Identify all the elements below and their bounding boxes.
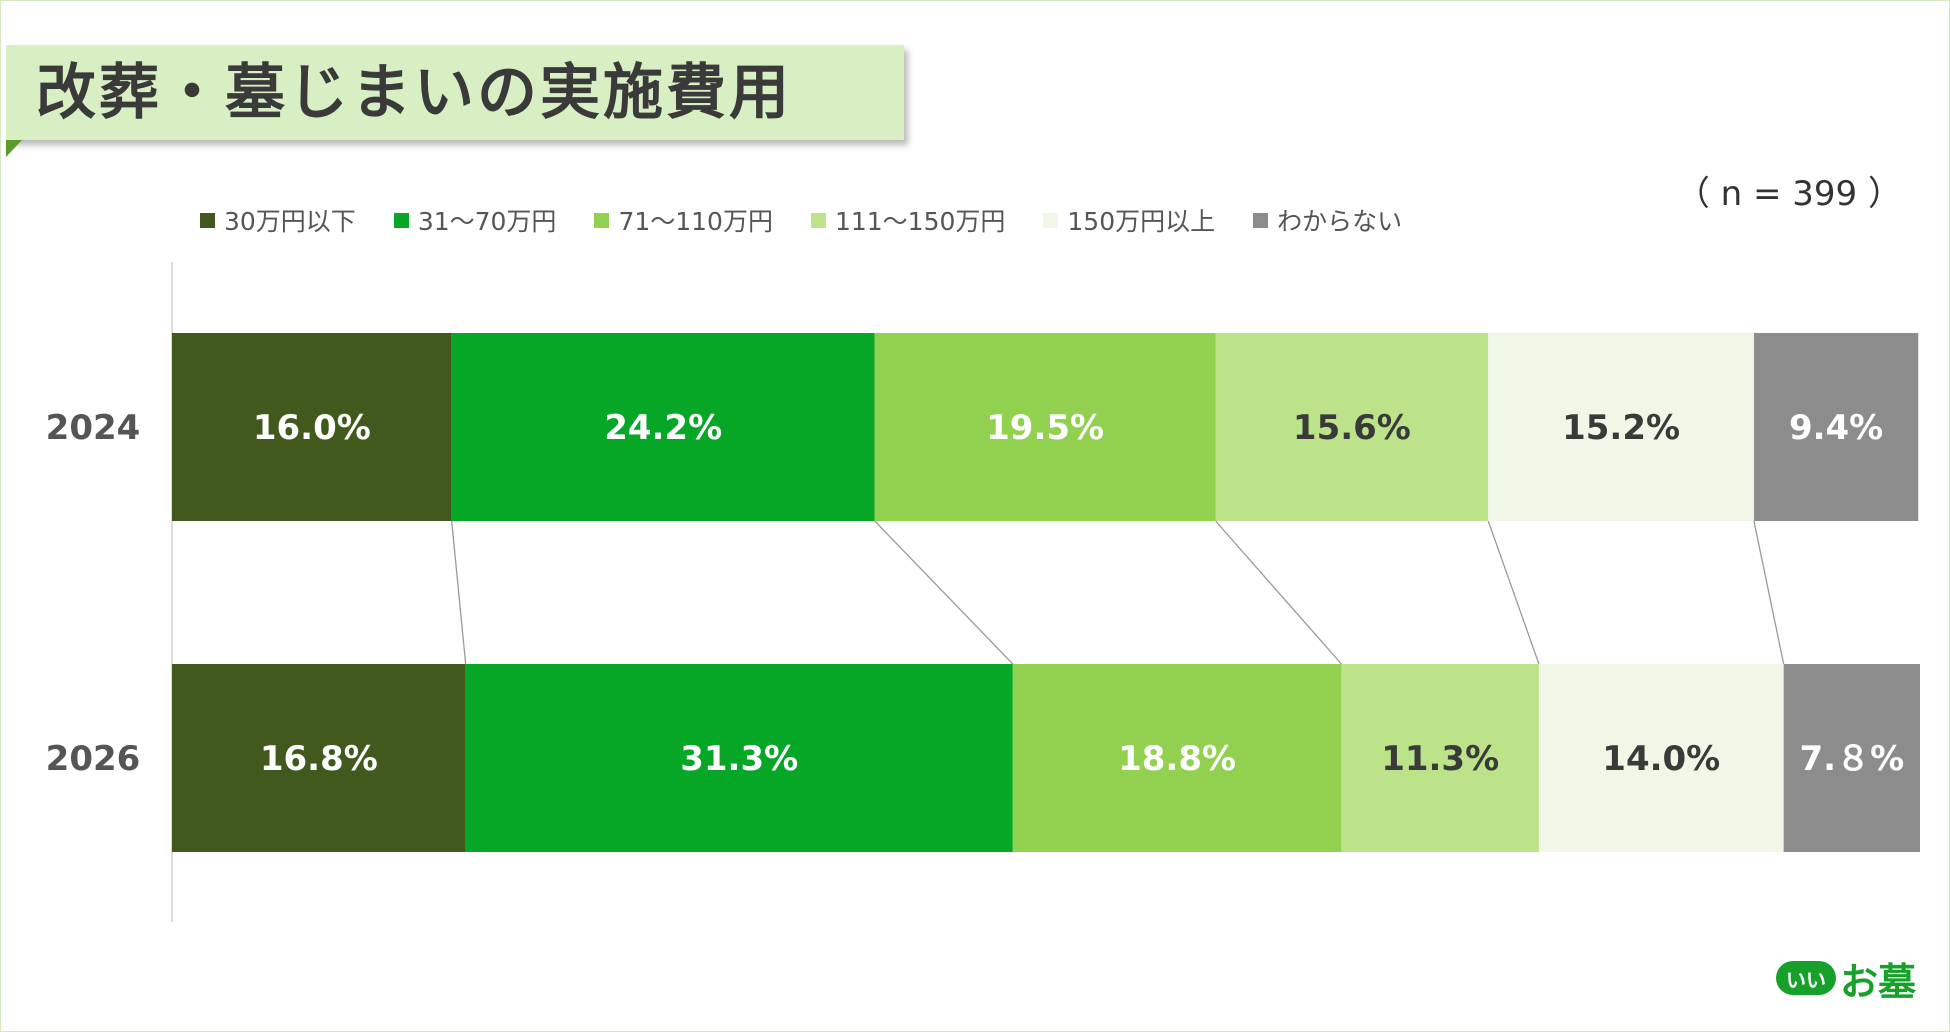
legend-swatch [594, 212, 610, 228]
series-connector-line [1215, 520, 1342, 665]
data-label: 7.８% [1800, 739, 1905, 779]
page-title: 改葬・墓じまいの実施費用 [36, 58, 792, 128]
bar-segment [465, 664, 1013, 852]
legend-swatch [1043, 212, 1059, 228]
title-banner: 改葬・墓じまいの実施費用 [6, 45, 904, 140]
series-connector-line [874, 520, 1014, 665]
legend-label: 71～110万円 [618, 207, 773, 236]
brand-logo: いい お墓 [1775, 953, 1916, 1004]
data-label: 19.5% [986, 408, 1104, 448]
legend-item: 111～150万円 [810, 202, 1006, 238]
data-label: 24.2% [604, 408, 722, 448]
data-label: 16.0% [253, 408, 371, 448]
data-label: 11.3% [1381, 739, 1499, 779]
legend-label: 30万円以下 [224, 207, 356, 236]
series-connector-line [1487, 520, 1540, 665]
legend-swatch [1253, 212, 1269, 228]
legend-label: 150万円以上 [1067, 207, 1216, 236]
data-label: 15.2% [1562, 408, 1680, 448]
legend-label: わからない [1277, 207, 1403, 236]
data-label: 14.0% [1602, 739, 1720, 779]
bar-segment [1753, 333, 1919, 521]
data-label: 16.8% [260, 739, 378, 779]
bar-segment [1341, 664, 1539, 852]
bar-segment [172, 664, 466, 852]
sample-size-label: （ n = 399 ） [1675, 174, 1902, 214]
data-label: 9.4% [1789, 408, 1883, 448]
bar-segment [1012, 664, 1342, 852]
data-label: 15.6% [1293, 408, 1411, 448]
bar-segment [874, 333, 1216, 521]
logo-badge: いい [1775, 961, 1836, 995]
bar-segment [1783, 664, 1920, 852]
bar-segment [1215, 333, 1489, 521]
legend-swatch [200, 212, 215, 228]
legend-swatch [393, 212, 409, 228]
legend-swatch [810, 212, 826, 228]
bar-segment [172, 333, 452, 521]
bar-segment [1488, 333, 1754, 521]
category-label: 2024 [46, 408, 141, 448]
bar-segment [451, 333, 875, 521]
legend-item: 71～110万円 [594, 202, 773, 238]
legend-label: 31～70万円 [417, 207, 557, 236]
series-connector-line [451, 520, 467, 665]
legend-item: 30万円以下 [200, 202, 356, 238]
legend-item: わからない [1253, 202, 1402, 238]
legend-item: 150万円以上 [1043, 202, 1215, 238]
legend-item: 31～70万円 [393, 202, 557, 238]
data-label: 18.8% [1118, 739, 1236, 779]
series-connector-line [1753, 520, 1785, 665]
data-label: 31.3% [680, 739, 798, 779]
bar-segment [1538, 664, 1784, 852]
logo-text: お墓 [1839, 959, 1916, 1004]
legend-label: 111～150万円 [834, 207, 1006, 236]
category-label: 2026 [46, 739, 141, 779]
chart-legend: 30万円以下 31～70万円 71～110万円 111～150万円 150万円以上 わから… [200, 200, 1440, 240]
title-banner-tab [6, 140, 22, 157]
